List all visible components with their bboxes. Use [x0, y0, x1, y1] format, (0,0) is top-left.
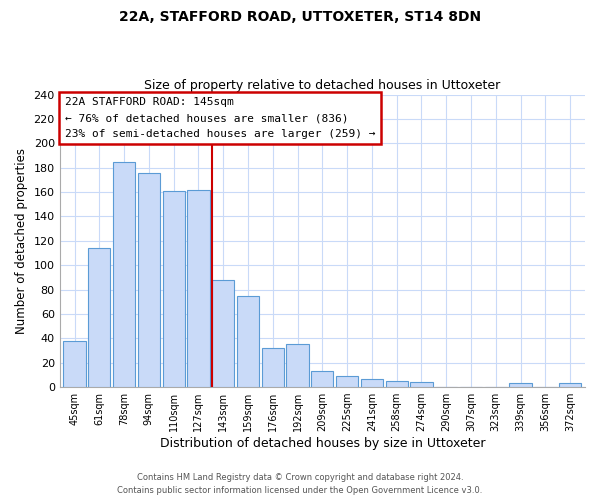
Bar [361, 378, 383, 387]
Title: Size of property relative to detached houses in Uttoxeter: Size of property relative to detached ho… [144, 79, 500, 92]
Text: 22A STAFFORD ROAD: 145sqm
← 76% of detached houses are smaller (836)
23% of semi: 22A STAFFORD ROAD: 145sqm ← 76% of detac… [65, 98, 376, 138]
Y-axis label: Number of detached properties: Number of detached properties [15, 148, 28, 334]
Bar [237, 296, 259, 387]
Bar [64, 341, 86, 387]
Bar [559, 384, 581, 387]
Bar [509, 384, 532, 387]
Bar [336, 376, 358, 387]
Text: Contains HM Land Registry data © Crown copyright and database right 2024.
Contai: Contains HM Land Registry data © Crown c… [118, 474, 482, 495]
Bar [88, 248, 110, 387]
Bar [187, 190, 209, 387]
Bar [286, 344, 309, 387]
Bar [113, 162, 135, 387]
Bar [163, 191, 185, 387]
Text: 22A, STAFFORD ROAD, UTTOXETER, ST14 8DN: 22A, STAFFORD ROAD, UTTOXETER, ST14 8DN [119, 10, 481, 24]
Bar [212, 280, 235, 387]
X-axis label: Distribution of detached houses by size in Uttoxeter: Distribution of detached houses by size … [160, 437, 485, 450]
Bar [311, 371, 334, 387]
Bar [138, 172, 160, 387]
Bar [262, 348, 284, 387]
Bar [386, 381, 408, 387]
Bar [410, 382, 433, 387]
